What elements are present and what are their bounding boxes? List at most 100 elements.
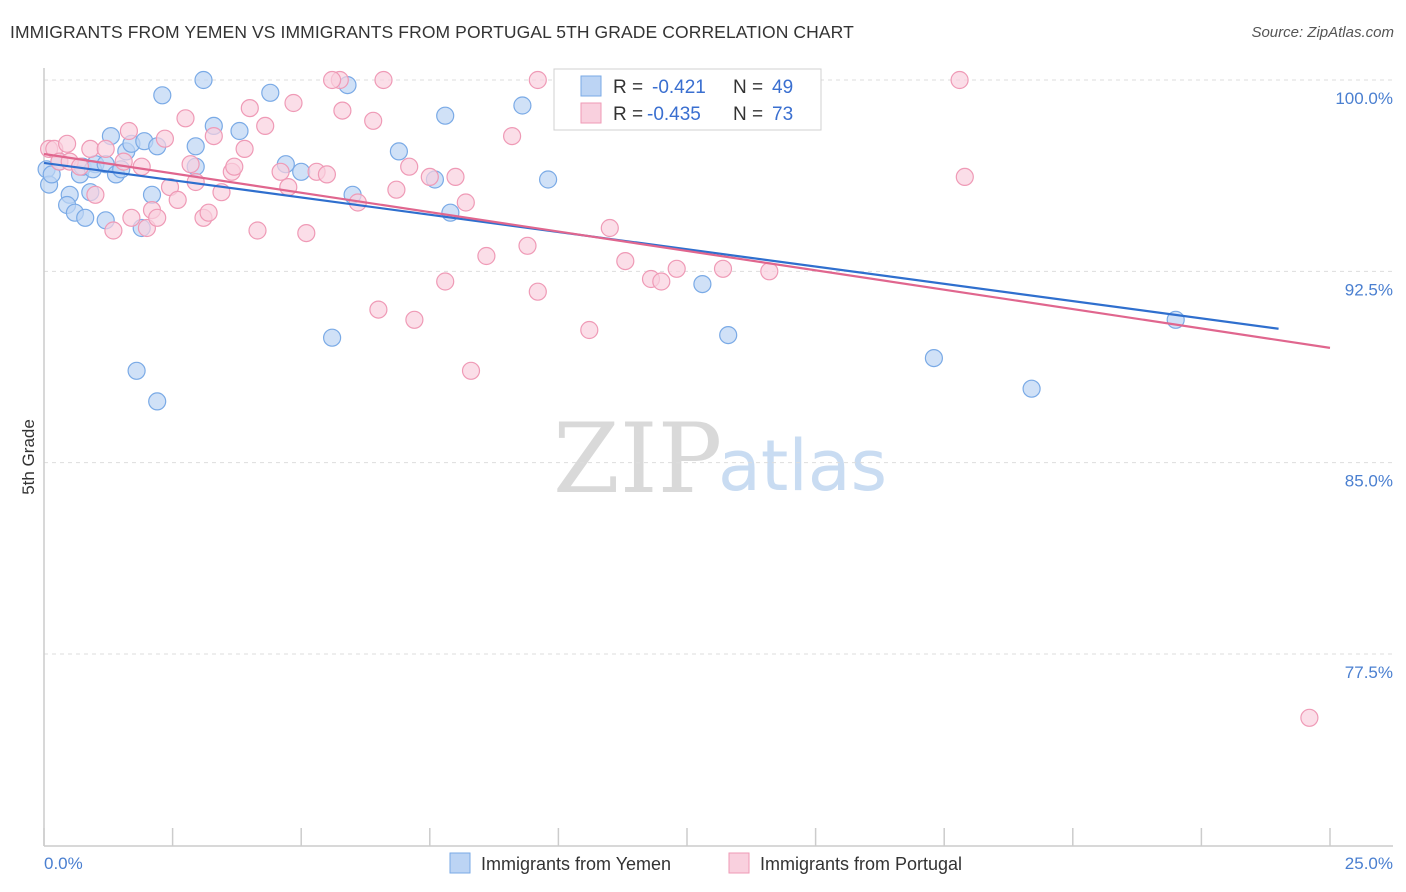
portugal-data-point (132, 157, 151, 176)
yemen-data-point (1022, 379, 1041, 398)
yemen-data-point (186, 137, 205, 156)
portugal-data-point (104, 221, 123, 240)
yemen-data-point (76, 208, 95, 227)
axes (43, 68, 1393, 847)
legend-item-portugal[interactable]: Immigrants from Portugal (728, 852, 962, 874)
yemen-data-point (719, 326, 738, 345)
yemen-data-point (389, 142, 408, 161)
portugal-data-point (204, 127, 223, 146)
yemen-data-point (436, 106, 455, 125)
portugal-data-point (420, 167, 439, 186)
portugal-data-point (181, 155, 200, 174)
portugal-data-point (317, 165, 336, 184)
trend-lines (43, 152, 1331, 349)
series-portugal-points (39, 70, 1319, 727)
portugal-data-point (81, 139, 100, 158)
watermark-atlas: atlas (718, 425, 887, 507)
portugal-data-point (713, 259, 733, 278)
portugal-data-point (436, 272, 455, 291)
stats-n-value-portugal: 73 (772, 104, 793, 125)
portugal-data-point (652, 272, 671, 291)
x-tick-label-min: 0.0% (44, 854, 83, 873)
portugal-data-point (369, 300, 388, 319)
y-tick-label: 100.0% (1335, 89, 1393, 108)
portugal-data-point (461, 361, 481, 380)
yemen-trend-line (43, 161, 1279, 330)
portugal-data-point (168, 190, 187, 209)
x-ticks (43, 828, 1331, 846)
portugal-data-point (240, 98, 259, 118)
stats-r-value-portugal: -0.435 (647, 104, 701, 125)
portugal-data-point (600, 218, 619, 238)
portugal-data-point (333, 101, 352, 120)
portugal-data-point (323, 70, 342, 90)
yemen-data-point (153, 86, 172, 105)
portugal-data-point (279, 178, 298, 197)
portugal-data-point (284, 93, 303, 113)
portugal-data-point (518, 236, 537, 255)
portugal-data-point (580, 320, 599, 340)
portugal-data-point (122, 208, 141, 227)
portugal-data-point (502, 127, 522, 146)
stats-n-label-yemen: N = (733, 77, 763, 98)
stats-r-label-portugal: R = (613, 104, 643, 125)
portugal-data-point (86, 185, 105, 204)
y-tick-label: 85.0% (1345, 472, 1393, 491)
y-tick-labels: 100.0% 92.5% 85.0% 77.5% (1335, 89, 1393, 682)
portugal-data-point (148, 208, 167, 227)
yemen-data-point (127, 361, 146, 380)
y-tick-label: 77.5% (1345, 663, 1393, 682)
yemen-data-point (230, 121, 249, 141)
stats-r-label-yemen: R = (613, 77, 643, 98)
stats-n-label-portugal: N = (733, 104, 763, 125)
portugal-data-point (119, 121, 138, 141)
portugal-data-point (199, 203, 218, 222)
portugal-data-point (405, 310, 424, 329)
chart-title: IMMIGRANTS FROM YEMEN VS IMMIGRANTS FROM… (10, 22, 854, 42)
portugal-data-point (528, 282, 547, 301)
legend-label-portugal: Immigrants from Portugal (760, 854, 962, 874)
yemen-data-point (924, 349, 944, 368)
portugal-data-point (57, 134, 77, 153)
portugal-data-point (760, 262, 779, 281)
portugal-data-point (297, 224, 316, 243)
stats-swatch-portugal (580, 102, 602, 124)
stats-r-value-yemen: -0.421 (652, 77, 706, 98)
portugal-data-point (456, 193, 475, 212)
stats-swatch-yemen (580, 75, 602, 97)
portugal-data-point (155, 129, 174, 148)
portugal-data-point (950, 70, 969, 90)
portugal-data-point (364, 111, 383, 130)
portugal-data-point (667, 259, 686, 278)
portugal-data-point (271, 162, 290, 181)
legend: Immigrants from Yemen Immigrants from Po… (449, 852, 962, 874)
yemen-data-point (513, 96, 532, 115)
yemen-data-point (292, 162, 311, 181)
portugal-data-point (1300, 708, 1319, 727)
y-tick-label: 92.5% (1345, 280, 1393, 299)
portugal-data-point (225, 157, 244, 176)
stats-box: R = -0.421 N = 49 R = -0.435 N = 73 (553, 68, 822, 131)
yemen-data-point (693, 275, 712, 294)
portugal-data-point (96, 139, 115, 158)
stats-n-value-yemen: 49 (772, 77, 793, 98)
portugal-data-point (235, 139, 254, 158)
gridlines (44, 79, 1393, 655)
y-axis-label: 5th Grade (19, 419, 38, 495)
portugal-data-point (616, 252, 635, 271)
portugal-data-point (256, 116, 275, 136)
portugal-data-point (528, 70, 547, 90)
source-label: Source: ZipAtlas.com (1251, 24, 1394, 41)
portugal-data-point (374, 70, 393, 90)
yemen-data-point (261, 83, 280, 102)
portugal-data-point (477, 246, 496, 266)
yemen-data-point (148, 392, 167, 411)
x-tick-label-max: 25.0% (1345, 854, 1393, 873)
yemen-data-point (142, 185, 162, 204)
legend-swatch-yemen (449, 852, 471, 874)
watermark-zip: ZIP (553, 403, 722, 515)
yemen-data-point (194, 70, 213, 90)
legend-item-yemen[interactable]: Immigrants from Yemen (449, 852, 671, 874)
portugal-data-point (387, 180, 406, 199)
